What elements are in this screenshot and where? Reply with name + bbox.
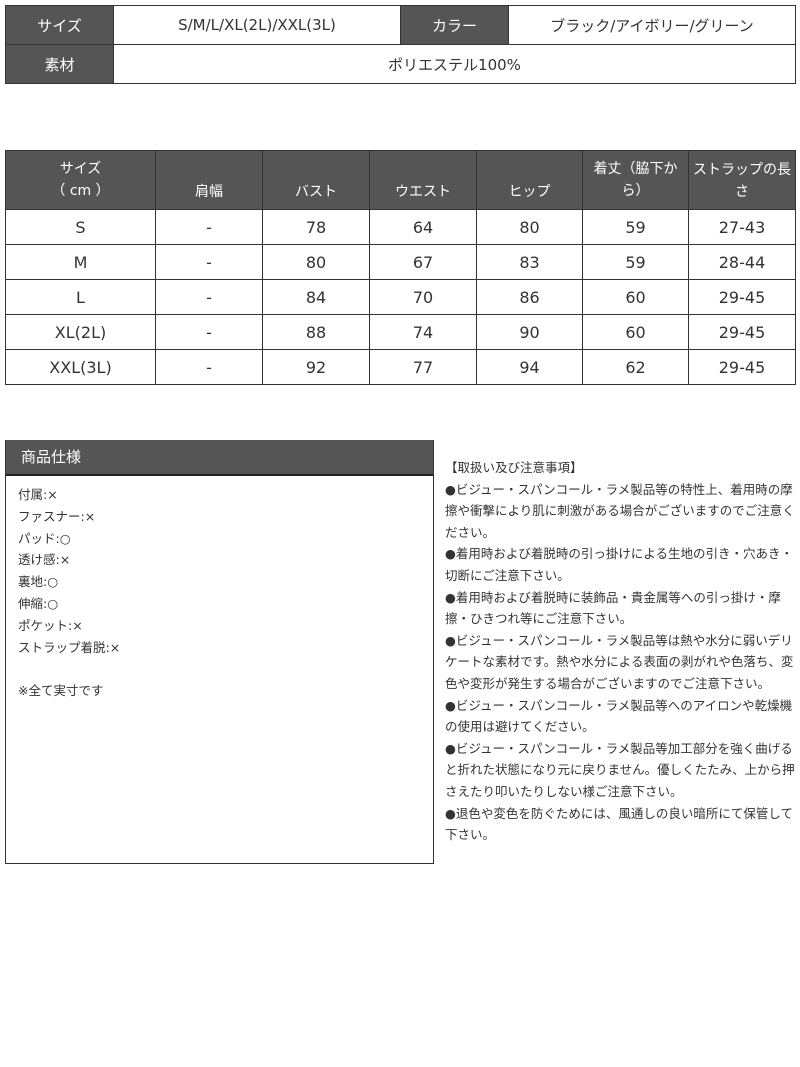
size-chart-table: サイズ （ cm ）肩幅 バスト ウエスト ヒップ 着丈（脇下から） ストラップの長さ S…	[5, 150, 796, 385]
table-cell: 60	[582, 314, 689, 350]
table-cell: 90	[476, 314, 583, 350]
spec-item: ストラップ着脱:×	[18, 639, 121, 655]
table-cell: 74	[369, 314, 477, 350]
spec-item: パッド:○	[18, 530, 71, 546]
table-cell: L	[5, 279, 156, 315]
table-cell: 27-43	[688, 209, 796, 245]
table-cell: -	[155, 244, 263, 280]
spec-item: 透け感:×	[18, 552, 71, 568]
table-cell: -	[155, 279, 263, 315]
table-cell: 29-45	[688, 279, 796, 315]
table-cell: 84	[262, 279, 370, 315]
spec-list: 付属:× ファスナー:× パッド:○ 透け感:× 裏地:○ 伸縮:○ ポケット:× ストラップ…	[18, 484, 433, 702]
table-cell: 78	[262, 209, 370, 245]
spec-item: ポケット:×	[18, 617, 83, 633]
spec-item: 付属:×	[18, 487, 58, 502]
table-cell: 59	[582, 209, 689, 245]
column-header: ストラップの長さ	[688, 150, 796, 210]
note-item: ●退色や変色を防ぐためには、風通しの良い暗所にて保管して下さい。	[445, 805, 794, 843]
table-cell: -	[155, 314, 263, 350]
product-spec-box: 商品仕様 付属:× ファスナー:× パッド:○ 透け感:× 裏地:○ 伸縮:○ ポケット:×…	[5, 440, 434, 864]
note-item: ●ビジュー・スパンコール・ラメ製品等の特性上、着用時の摩擦や衝撃により肌に刺激が…	[445, 481, 795, 540]
table-cell: 28-44	[688, 244, 796, 280]
table-cell: 70	[369, 279, 477, 315]
column-header: サイズ （ cm ）	[5, 150, 156, 210]
color-label: カラー	[400, 5, 509, 45]
column-header: ヒップ	[476, 150, 583, 210]
table-cell: 92	[262, 349, 370, 385]
note-item: ●ビジュー・スパンコール・ラメ製品等加工部分を強く曲げると折れた状態になり元に戻…	[445, 740, 795, 799]
table-cell: 29-45	[688, 349, 796, 385]
table-cell: 62	[582, 349, 689, 385]
table-cell: 64	[369, 209, 477, 245]
spec-item: 伸縮:○	[18, 595, 59, 611]
spec-item	[18, 658, 433, 680]
table-cell: 67	[369, 244, 477, 280]
column-header: ウエスト	[369, 150, 477, 210]
table-row: L -84 70 86 60 29-45	[5, 279, 796, 315]
table-row: XL(2L) -88 74 90 60 29-45	[5, 314, 796, 350]
note-item: ●着用時および着脱時の引っ掛けによる生地の引き・穴あき・切断にご注意下さい。	[445, 546, 794, 583]
note-item: ●着用時および着脱時に装飾品・貴金属等への引っ掛け・摩擦・ひきつれ等にご注意下さ…	[445, 589, 781, 627]
table-cell: XXL(3L)	[5, 349, 156, 385]
table-cell: 60	[582, 279, 689, 315]
table-cell: 59	[582, 244, 689, 280]
spec-title: 商品仕様	[6, 440, 433, 476]
column-header: 着丈（脇下から）	[582, 150, 689, 210]
table-row: M -80 67 83 59 28-44	[5, 244, 796, 280]
spec-item: ※全て実寸です	[18, 683, 104, 699]
care-notes: 【取扱い及び注意事項】 ●ビジュー・スパンコール・ラメ製品等の特性上、着用時の摩…	[445, 457, 795, 846]
size-chart-header: サイズ （ cm ）肩幅 バスト ウエスト ヒップ 着丈（脇下から） ストラップの長さ	[5, 150, 796, 210]
spec-item: ファスナー:×	[18, 508, 96, 524]
table-cell: 83	[476, 244, 583, 280]
table-cell: -	[155, 349, 263, 385]
material-label: 素材	[5, 44, 114, 84]
column-header: 肩幅	[155, 150, 263, 210]
table-cell: 94	[476, 349, 583, 385]
color-value: ブラック/アイボリー/グリーン	[508, 5, 796, 45]
table-cell: 80	[262, 244, 370, 280]
table-cell: M	[5, 244, 156, 280]
table-cell: 29-45	[688, 314, 796, 350]
table-cell: 77	[369, 349, 477, 385]
table-row: XXL(3L) -92 77 94 62 29-45	[5, 349, 796, 385]
spec-item: 裏地:○	[18, 574, 59, 590]
size-value: S/M/L/XL(2L)/XXL(3L)	[113, 5, 401, 45]
table-cell: 80	[476, 209, 583, 245]
table-cell: 86	[476, 279, 583, 315]
table-cell: -	[155, 209, 263, 245]
size-label: サイズ	[5, 5, 114, 45]
info-row: サイズ S/M/L/XL(2L)/XXL(3L) カラー ブラック/アイボリー/…	[5, 5, 796, 45]
table-cell: S	[5, 209, 156, 245]
column-header: バスト	[262, 150, 370, 210]
table-cell: 88	[262, 314, 370, 350]
info-row: 素材 ポリエステル100%	[5, 44, 796, 84]
note-item: ●ビジュー・スパンコール・ラメ製品等へのアイロンや乾燥機の使用は避けてください。	[445, 697, 793, 735]
material-value: ポリエステル100%	[113, 44, 796, 84]
product-info-table: サイズ S/M/L/XL(2L)/XXL(3L) カラー ブラック/アイボリー/…	[5, 5, 796, 84]
table-row: S -78 64 80 59 27-43	[5, 209, 796, 245]
table-cell: XL(2L)	[5, 314, 156, 350]
note-item: ●ビジュー・スパンコール・ラメ製品等は熱や水分に弱いデリケートな素材です。熱や水…	[445, 632, 794, 691]
notes-title: 【取扱い及び注意事項】	[445, 460, 583, 475]
